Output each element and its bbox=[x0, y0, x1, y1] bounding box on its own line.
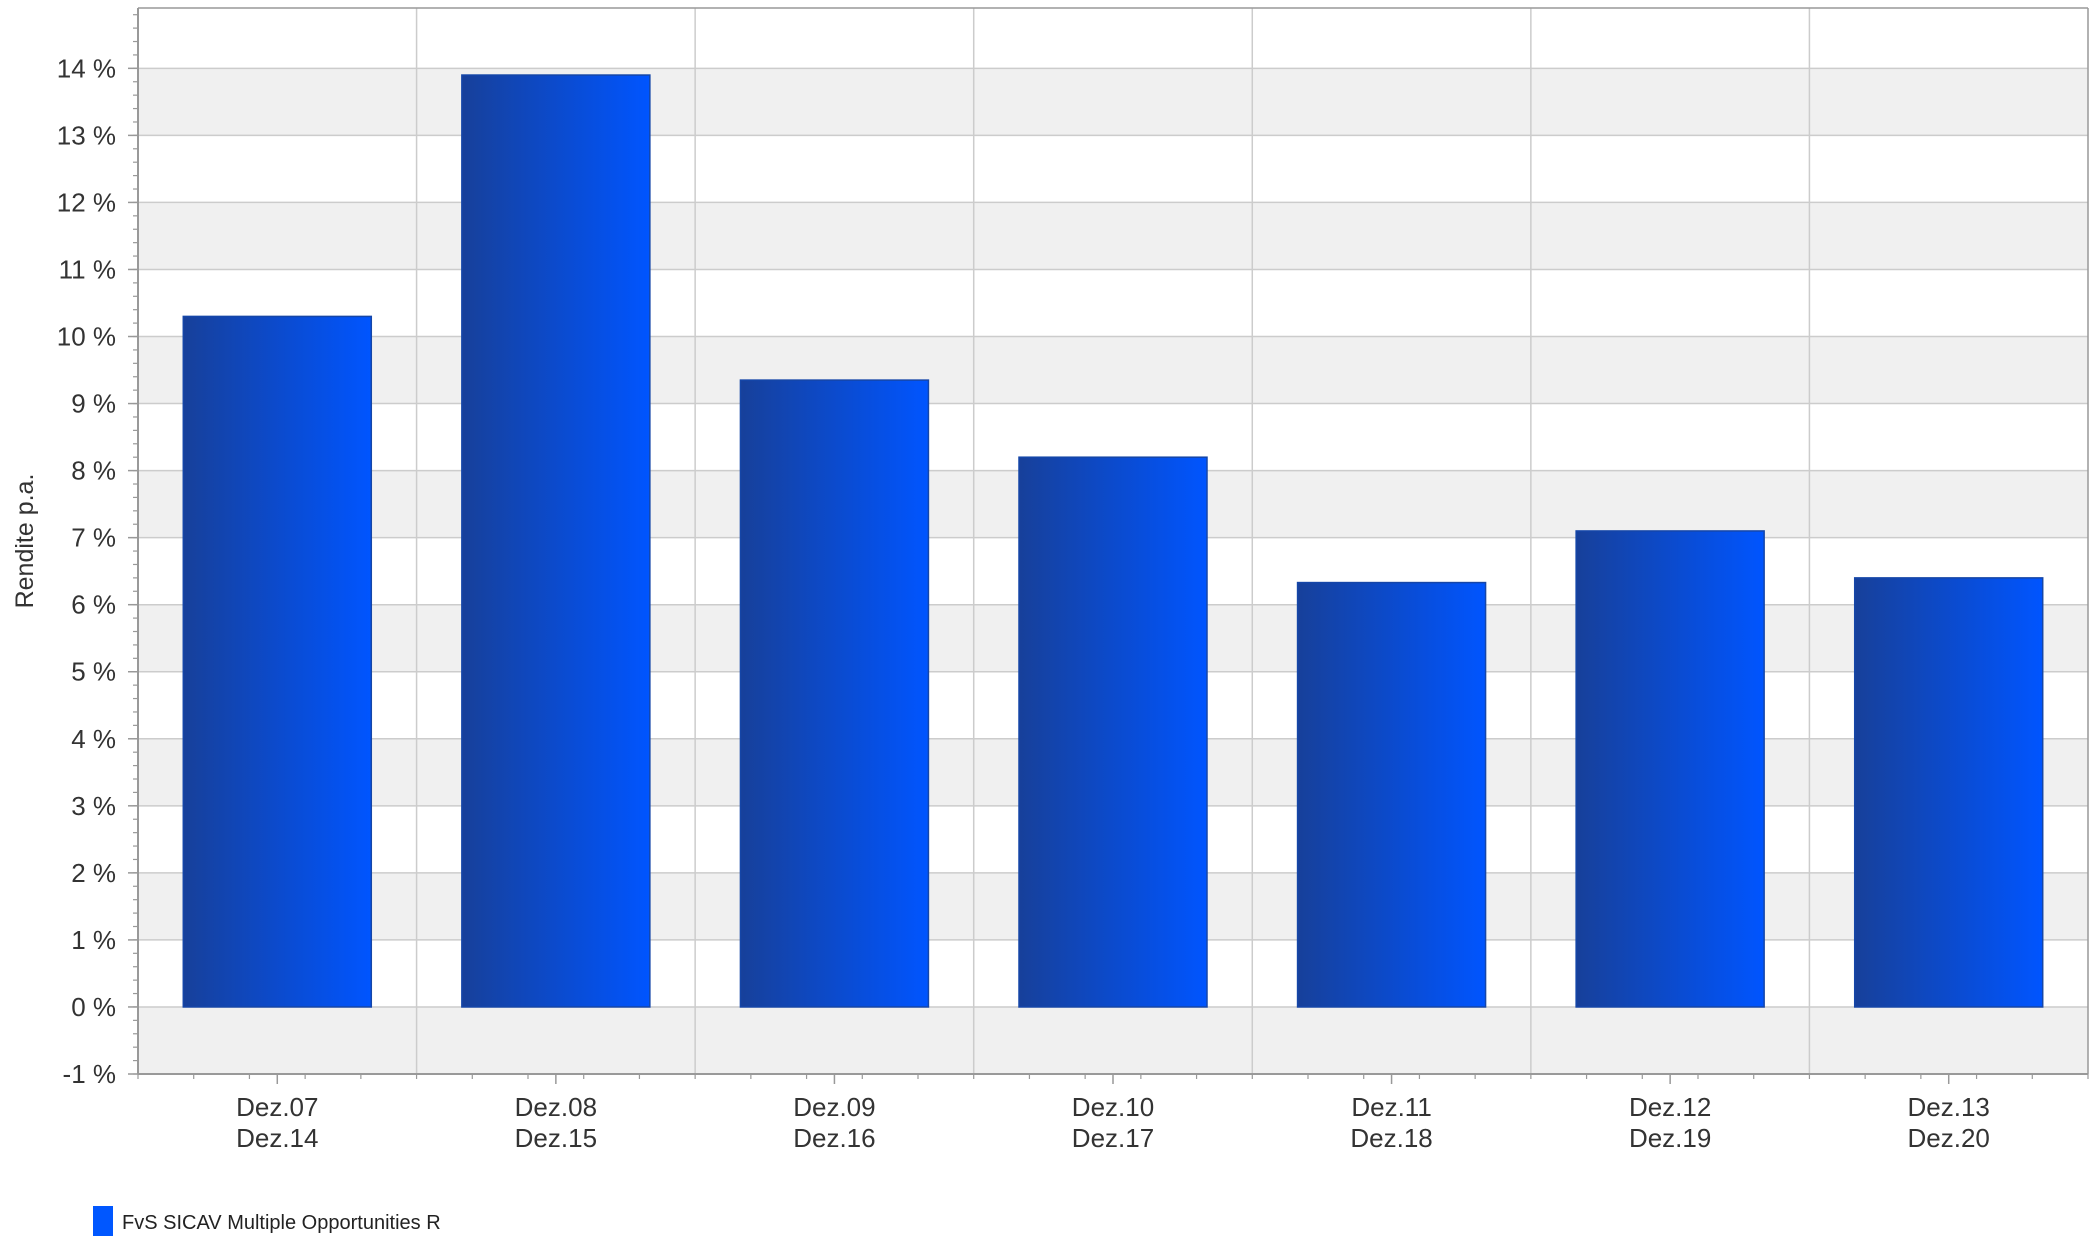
x-tick-label-end: Dez.15 bbox=[515, 1123, 597, 1153]
bar bbox=[1575, 530, 1765, 1008]
bar bbox=[1018, 456, 1208, 1008]
legend-swatch bbox=[93, 1206, 113, 1236]
bars bbox=[182, 74, 2044, 1008]
background-band bbox=[138, 336, 2088, 404]
x-tick-label-start: Dez.07 bbox=[236, 1092, 318, 1122]
legend: FvS SICAV Multiple Opportunities R bbox=[93, 1206, 441, 1236]
background-band bbox=[138, 68, 2088, 136]
bar bbox=[182, 315, 373, 1008]
y-tick-label: 0 % bbox=[71, 992, 116, 1022]
x-tick-label-start: Dez.08 bbox=[515, 1092, 597, 1122]
x-tick-label-end: Dez.16 bbox=[793, 1123, 875, 1153]
bar bbox=[461, 74, 651, 1008]
x-tick-label-end: Dez.19 bbox=[1629, 1123, 1711, 1153]
bar bbox=[1296, 581, 1487, 1008]
y-tick-label: 8 % bbox=[71, 456, 116, 486]
y-tick-label: 12 % bbox=[57, 187, 116, 217]
background-band bbox=[138, 1006, 2088, 1074]
x-tick-label-end: Dez.17 bbox=[1072, 1123, 1154, 1153]
x-tick-label-end: Dez.14 bbox=[236, 1123, 318, 1153]
y-tick-label: 4 % bbox=[71, 724, 116, 754]
x-tick-label-start: Dez.12 bbox=[1629, 1092, 1711, 1122]
x-tick-label-start: Dez.10 bbox=[1072, 1092, 1154, 1122]
x-tick-label-start: Dez.13 bbox=[1908, 1092, 1990, 1122]
y-tick-label: 5 % bbox=[71, 657, 116, 687]
y-tick-label: 7 % bbox=[71, 523, 116, 553]
x-tick-label-start: Dez.09 bbox=[793, 1092, 875, 1122]
y-tick-label: 1 % bbox=[71, 925, 116, 955]
y-axis-title: Rendite p.a. bbox=[11, 474, 39, 609]
y-tick-label: 2 % bbox=[71, 858, 116, 888]
y-tick-label: -1 % bbox=[63, 1059, 116, 1089]
x-tick-label-end: Dez.20 bbox=[1908, 1123, 1990, 1153]
y-tick-label: 6 % bbox=[71, 590, 116, 620]
legend-label: FvS SICAV Multiple Opportunities R bbox=[122, 1212, 441, 1234]
bar bbox=[739, 379, 930, 1008]
y-tick-label: 11 % bbox=[59, 254, 116, 284]
y-tick-label: 10 % bbox=[57, 322, 116, 352]
y-tick-label: 9 % bbox=[71, 389, 116, 419]
y-tick-label: 3 % bbox=[71, 791, 116, 821]
x-tick-label-end: Dez.18 bbox=[1350, 1123, 1432, 1153]
background-band bbox=[138, 202, 2088, 270]
y-tick-label: 13 % bbox=[57, 120, 116, 150]
y-axis-ticks: -1 % 0 % 1 % 2 % 3 % 4 % 5 % 6 % 7 % 8 % 9 % 10 % 11… bbox=[57, 14, 138, 1089]
y-tick-label: 14 % bbox=[57, 53, 116, 83]
bar bbox=[1853, 577, 2044, 1008]
x-tick-label-start: Dez.11 bbox=[1351, 1092, 1431, 1122]
